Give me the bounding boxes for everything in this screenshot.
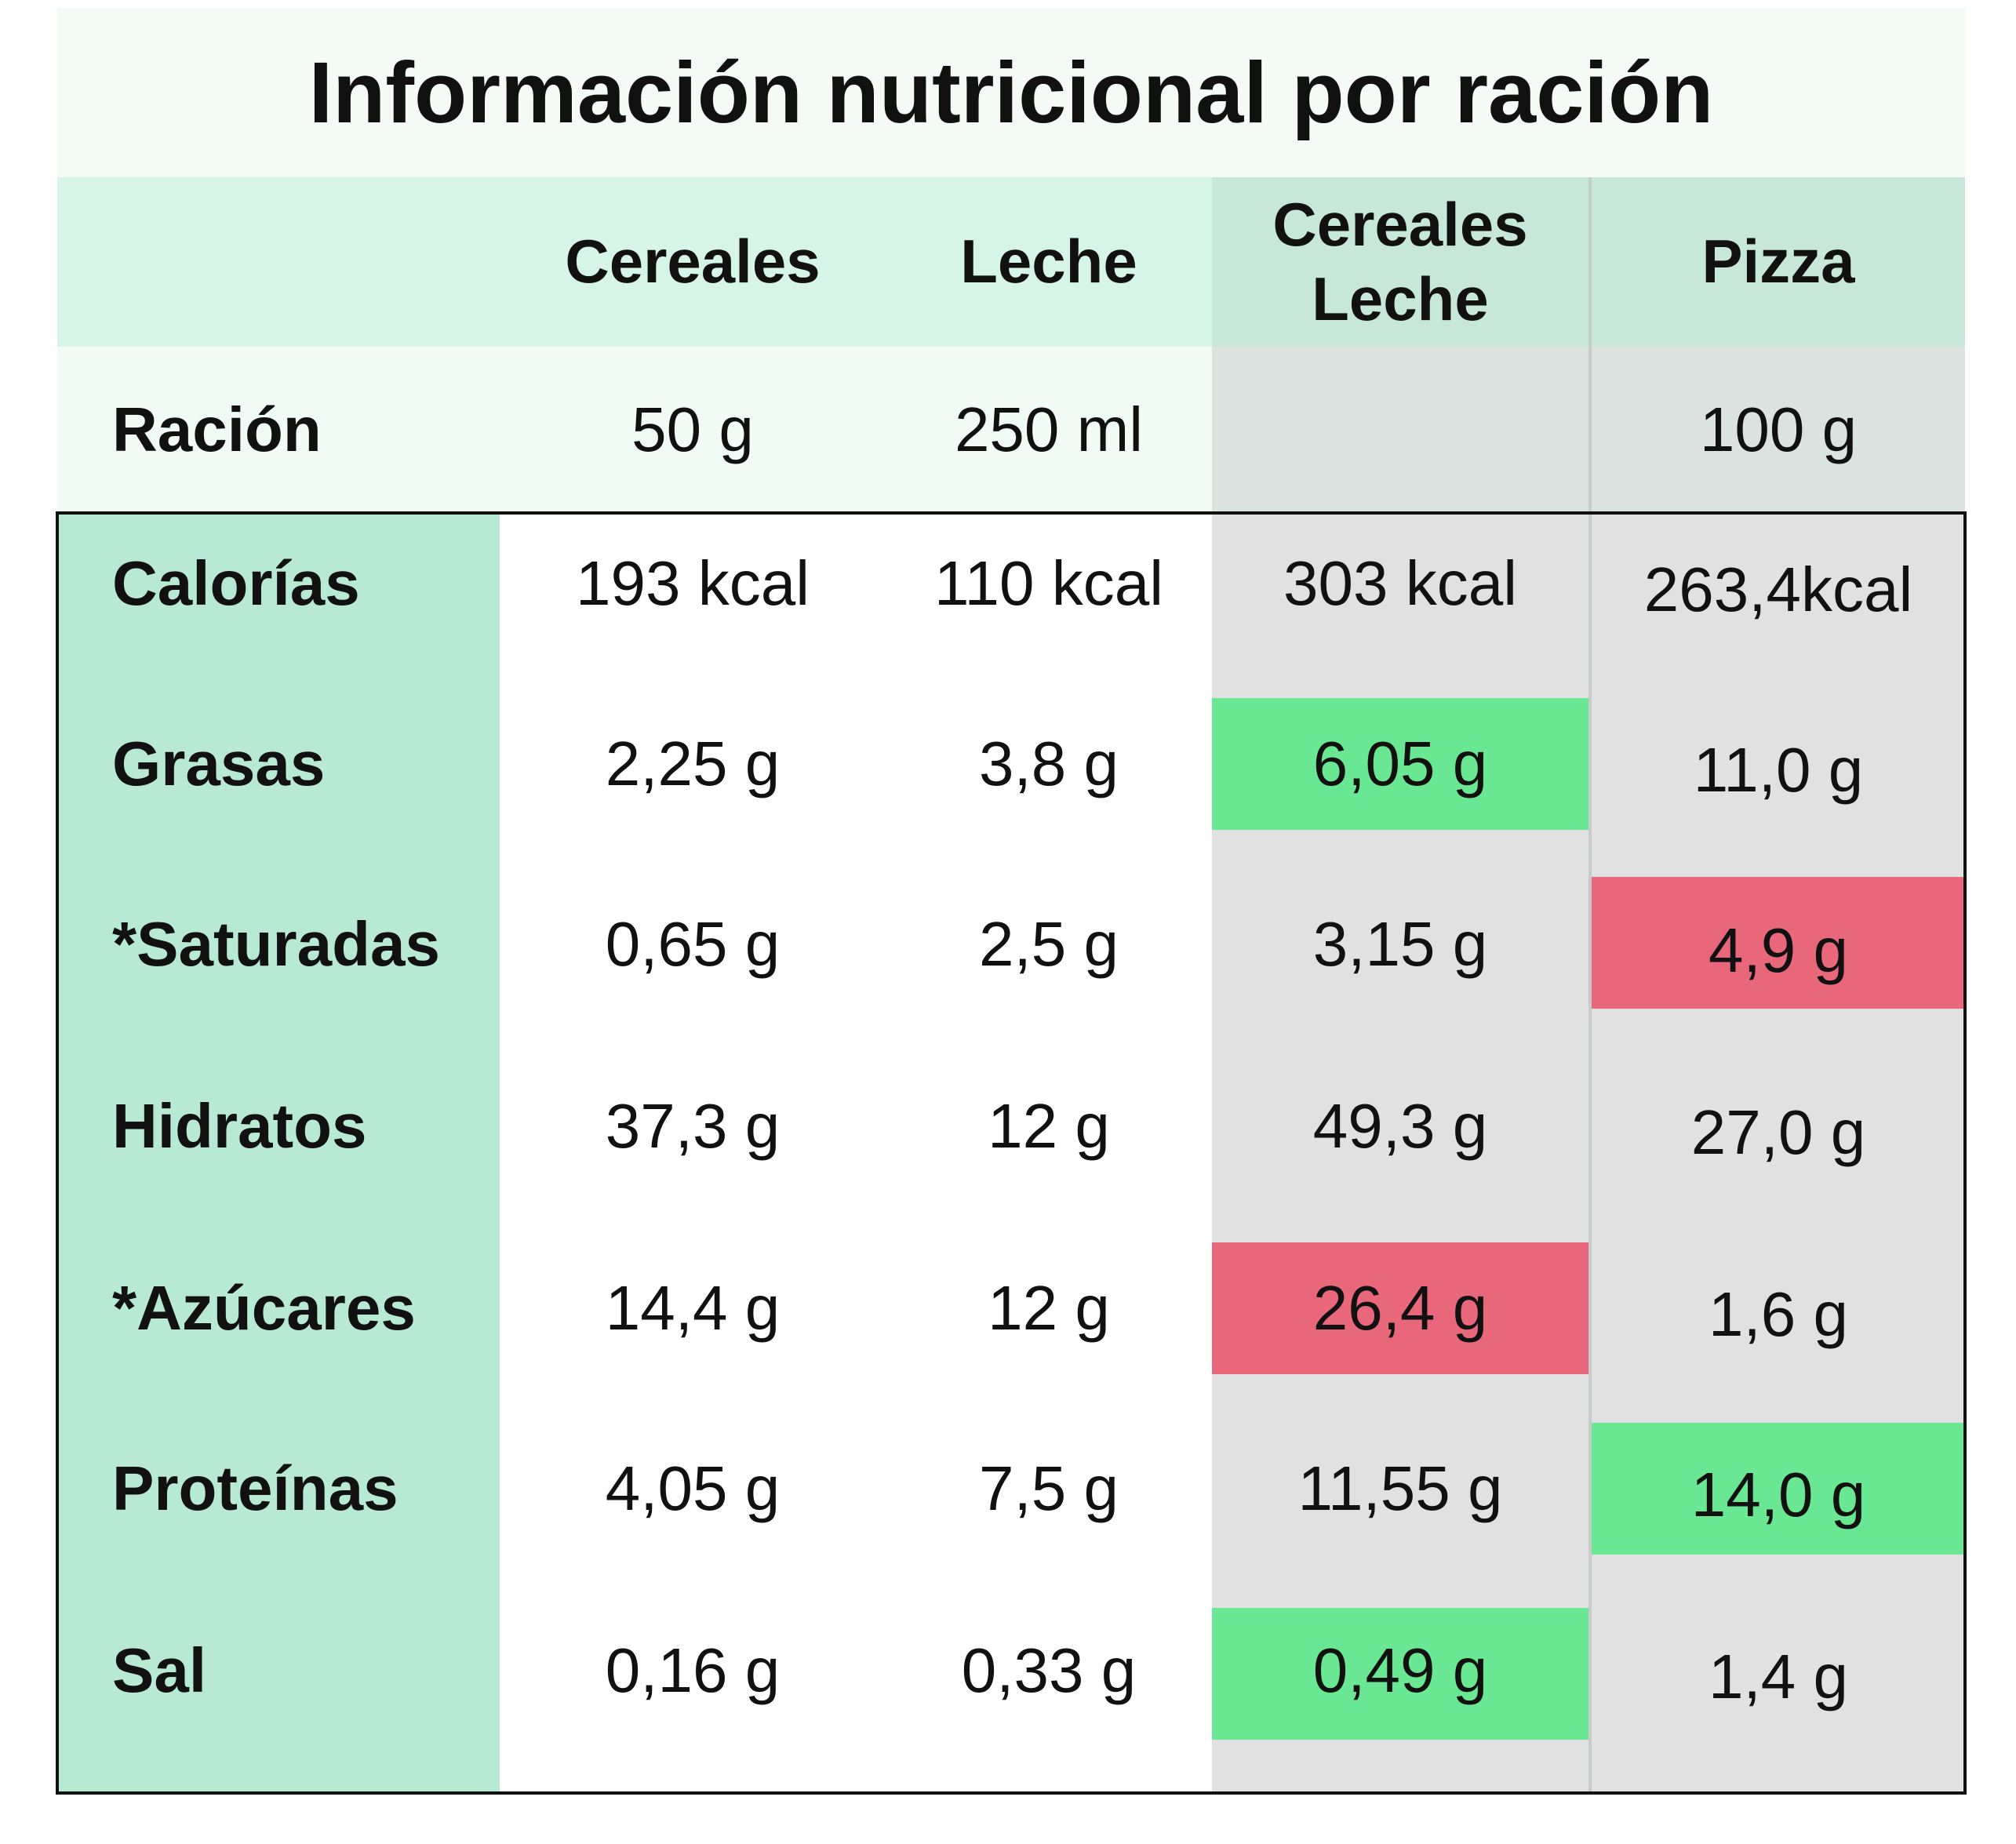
row-label-sal: Sal xyxy=(112,1635,207,1705)
row-label-grasas: Grasas xyxy=(112,729,326,798)
header-band xyxy=(57,177,1212,347)
proteinas-cereales: 4,05 g xyxy=(605,1453,781,1523)
saturadas-cereales: 0,65 g xyxy=(605,909,781,979)
sal-pizza: 1,4 g xyxy=(1709,1642,1848,1711)
saturadas-cereales-leche: 3,15 g xyxy=(1312,909,1488,979)
racion-cereales-leche xyxy=(1212,347,1588,513)
racion-leche: 250 ml xyxy=(954,395,1144,464)
row-label-proteinas: Proteínas xyxy=(112,1453,398,1523)
column-divider xyxy=(1588,177,1592,1793)
proteinas-cereales-leche: 11,55 g xyxy=(1297,1453,1503,1523)
azucares-cereales: 14,4 g xyxy=(605,1273,781,1343)
highlight-azucares-combined xyxy=(1212,1242,1588,1374)
calorias-pizza: 263,4kcal xyxy=(1643,555,1913,624)
grasas-leche: 3,8 g xyxy=(979,729,1119,798)
sal-cereales: 0,16 g xyxy=(605,1635,781,1705)
racion-pizza: 100 g xyxy=(1699,395,1858,464)
azucares-cereales-leche: 26,4 g xyxy=(1312,1273,1488,1343)
row-label-azucares: *Azúcares xyxy=(112,1273,416,1343)
highlight-saturadas-pizza xyxy=(1592,877,1965,1009)
racion-band xyxy=(57,347,1212,513)
label-column xyxy=(57,513,500,1793)
grasas-pizza: 11,0 g xyxy=(1693,735,1864,805)
grasas-cereales: 2,25 g xyxy=(605,729,781,798)
column-header-cereales: Cereales xyxy=(565,227,821,296)
saturadas-leche: 2,5 g xyxy=(979,909,1119,979)
pizza-column xyxy=(1592,513,1965,1793)
racion-label: Ración xyxy=(112,395,322,464)
row-label-calorias: Calorías xyxy=(112,548,360,618)
row-label-hidratos: Hidratos xyxy=(112,1091,367,1161)
hidratos-leche: 12 g xyxy=(988,1091,1110,1161)
column-header-leche: Leche xyxy=(960,227,1137,296)
highlight-grasas-combined xyxy=(1212,698,1588,830)
calorias-cereales-leche: 303 kcal xyxy=(1283,548,1517,618)
azucares-pizza: 1,6 g xyxy=(1709,1279,1848,1349)
sal-leche: 0,33 g xyxy=(961,1635,1137,1705)
proteinas-pizza: 14,0 g xyxy=(1690,1460,1866,1529)
hidratos-pizza: 27,0 g xyxy=(1690,1097,1866,1167)
title-band xyxy=(57,8,1965,177)
calorias-cereales: 193 kcal xyxy=(576,548,810,618)
single-food-columns xyxy=(500,513,1212,1793)
highlight-proteinas-pizza xyxy=(1592,1423,1965,1555)
table-frame xyxy=(56,511,1967,1795)
saturadas-pizza: 4,9 g xyxy=(1709,915,1848,985)
column-header-cereales-leche: Cereales Leche xyxy=(1272,189,1528,333)
row-label-saturadas: *Saturadas xyxy=(112,909,440,979)
proteinas-leche: 7,5 g xyxy=(979,1453,1119,1523)
sal-cereales-leche: 0,49 g xyxy=(1312,1635,1488,1705)
table-title: Información nutricional por ración xyxy=(308,44,1714,141)
highlight-sal-combined xyxy=(1212,1608,1588,1740)
racion-cereales: 50 g xyxy=(631,395,754,464)
azucares-leche: 12 g xyxy=(988,1273,1110,1343)
hidratos-cereales-leche: 49,3 g xyxy=(1312,1091,1488,1161)
grasas-cereales-leche: 6,05 g xyxy=(1312,729,1488,798)
hidratos-cereales: 37,3 g xyxy=(605,1091,781,1161)
calorias-leche: 110 kcal xyxy=(933,548,1164,618)
column-header-pizza: Pizza xyxy=(1701,227,1855,296)
